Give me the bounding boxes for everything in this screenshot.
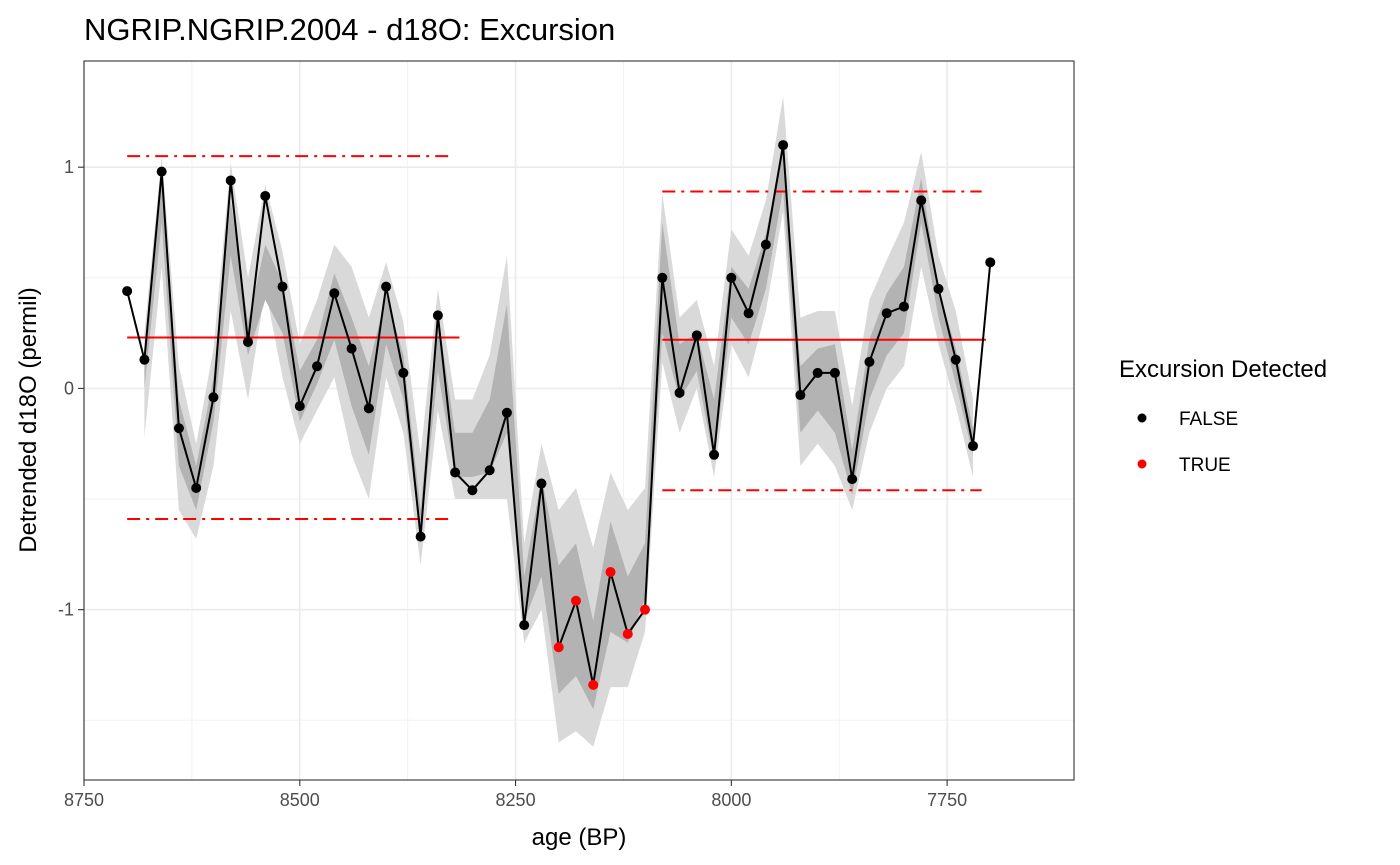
- y-axis: 1 0 -1: [58, 157, 84, 620]
- y-tick-label: -1: [58, 600, 74, 620]
- excursion-point: [640, 604, 651, 615]
- x-tick-label: 8500: [280, 790, 320, 810]
- legend-label-true: TRUE: [1179, 455, 1231, 476]
- x-tick-label: 7750: [927, 790, 967, 810]
- data-point: [812, 367, 823, 378]
- y-tick-label: 0: [64, 378, 74, 398]
- data-point: [484, 465, 495, 476]
- x-tick-label: 8000: [711, 790, 751, 810]
- y-axis-title: Detrended d18O (permil): [15, 287, 42, 552]
- data-point: [881, 308, 892, 319]
- y-tick-label: 1: [64, 157, 74, 177]
- uncertainty-bands: [144, 96, 973, 747]
- x-axis-title: age (BP): [532, 824, 627, 851]
- x-axis: 8750 8500 8250 8000 7750: [64, 780, 967, 810]
- data-point: [847, 474, 858, 485]
- data-point: [691, 330, 702, 341]
- data-point: [225, 175, 236, 186]
- data-point: [968, 440, 979, 451]
- panel-border: [83, 60, 1075, 781]
- data-point: [795, 390, 806, 401]
- data-point: [294, 401, 305, 412]
- data-point: [916, 195, 927, 206]
- data-point: [260, 190, 271, 201]
- chart-title: NGRIP.NGRIP.2004 - d18O: Excursion: [84, 12, 615, 47]
- reference-lines: [127, 155, 986, 520]
- inner-uncertainty-band: [144, 145, 973, 710]
- data-point: [501, 407, 512, 418]
- data-point: [760, 239, 771, 250]
- data-point: [156, 166, 167, 177]
- data-point: [363, 403, 374, 414]
- excursion-point: [588, 679, 599, 690]
- data-point: [898, 301, 909, 312]
- excursion-point: [605, 567, 616, 578]
- legend-label-false: FALSE: [1179, 409, 1238, 430]
- data-point: [432, 310, 443, 321]
- data-point: [829, 367, 840, 378]
- data-point: [519, 620, 530, 631]
- data-point: [312, 361, 323, 372]
- x-tick-label: 8750: [64, 790, 104, 810]
- data-point: [864, 356, 875, 367]
- legend-key-false: [1137, 413, 1147, 423]
- data-point: [933, 283, 944, 294]
- data-point: [208, 392, 219, 403]
- data-point: [242, 336, 253, 347]
- legend-key-true: [1137, 459, 1147, 469]
- data-point: [381, 281, 392, 292]
- data-point: [657, 272, 668, 283]
- data-point: [329, 288, 340, 299]
- data-point: [173, 423, 184, 434]
- data-point: [709, 449, 720, 460]
- data-point: [277, 281, 288, 292]
- legend: Excursion Detected FALSE TRUE: [1119, 356, 1327, 476]
- excursion-point: [622, 628, 633, 639]
- legend-title: Excursion Detected: [1119, 356, 1327, 383]
- data-point: [467, 485, 478, 496]
- data-point: [536, 478, 547, 489]
- data-point: [985, 257, 996, 268]
- plot-panel: [83, 60, 1075, 781]
- data-point: [450, 467, 461, 478]
- data-point: [122, 286, 133, 297]
- data-point: [950, 354, 961, 365]
- data-point: [743, 308, 754, 319]
- data-point: [346, 343, 357, 354]
- data-point: [398, 367, 409, 378]
- data-point: [778, 140, 789, 151]
- data-points: [122, 140, 996, 690]
- x-tick-label: 8250: [496, 790, 536, 810]
- excursion-point: [553, 642, 564, 653]
- data-point: [139, 354, 150, 365]
- data-point: [726, 272, 737, 283]
- data-point: [674, 387, 685, 398]
- excursion-point: [570, 595, 581, 606]
- data-point: [415, 531, 426, 542]
- data-point: [191, 482, 202, 493]
